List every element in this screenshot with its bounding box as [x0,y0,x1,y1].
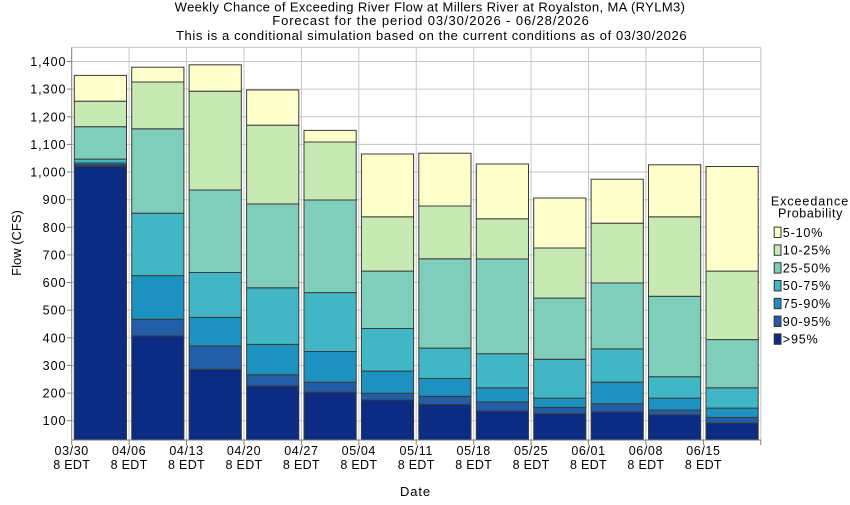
svg-text:300: 300 [43,359,67,373]
svg-text:1,400: 1,400 [30,55,66,69]
svg-text:06/01: 06/01 [571,444,605,458]
svg-text:05/11: 05/11 [400,444,433,458]
svg-text:05/18: 05/18 [457,444,491,458]
svg-text:900: 900 [43,193,67,207]
svg-text:8 EDT: 8 EDT [685,458,722,472]
svg-text:8 EDT: 8 EDT [111,458,148,472]
svg-text:8 EDT: 8 EDT [570,458,607,472]
svg-text:04/27: 04/27 [284,444,318,458]
svg-text:This is a conditional simulati: This is a conditional simulation based o… [176,28,687,43]
svg-text:10-25%: 10-25% [783,244,831,258]
svg-text:200: 200 [43,387,67,401]
svg-text:Probability: Probability [778,207,843,221]
svg-text:04/13: 04/13 [169,444,203,458]
svg-text:>95%: >95% [783,333,819,347]
svg-text:8 EDT: 8 EDT [455,458,492,472]
svg-text:8 EDT: 8 EDT [168,458,205,472]
svg-text:8 EDT: 8 EDT [340,458,377,472]
svg-text:Forecast for the period 03/30/: Forecast for the period 03/30/2026 - 06/… [272,13,589,28]
svg-text:75-90%: 75-90% [783,297,831,311]
svg-text:03/30: 03/30 [55,444,89,458]
svg-text:05/25: 05/25 [514,444,548,458]
svg-text:1,200: 1,200 [30,110,66,124]
svg-text:90-95%: 90-95% [783,315,831,329]
svg-text:06/15: 06/15 [686,444,720,458]
svg-text:1,100: 1,100 [30,138,66,152]
svg-text:Date: Date [400,484,431,499]
svg-text:Weekly Chance of Exceeding Riv: Weekly Chance of Exceeding River Flow at… [175,0,686,14]
svg-text:06/08: 06/08 [629,444,663,458]
svg-text:1,000: 1,000 [30,166,66,180]
svg-text:8 EDT: 8 EDT [627,458,664,472]
svg-text:8 EDT: 8 EDT [513,458,550,472]
svg-text:500: 500 [43,304,67,318]
svg-text:400: 400 [43,331,67,345]
svg-text:1,300: 1,300 [30,83,66,97]
svg-text:04/20: 04/20 [227,444,261,458]
svg-text:100: 100 [43,414,67,428]
svg-text:Exceedance: Exceedance [771,195,849,209]
svg-text:04/06: 04/06 [112,444,146,458]
svg-text:600: 600 [43,276,67,290]
svg-text:5-10%: 5-10% [783,226,823,240]
svg-text:05/04: 05/04 [342,444,376,458]
svg-text:8 EDT: 8 EDT [53,458,90,472]
svg-text:700: 700 [43,248,67,262]
svg-text:8 EDT: 8 EDT [226,458,263,472]
svg-text:50-75%: 50-75% [783,279,831,293]
svg-text:Flow (CFS): Flow (CFS) [9,210,24,276]
svg-text:8 EDT: 8 EDT [283,458,320,472]
svg-text:25-50%: 25-50% [783,261,831,275]
svg-text:8 EDT: 8 EDT [398,458,435,472]
svg-text:800: 800 [43,221,67,235]
